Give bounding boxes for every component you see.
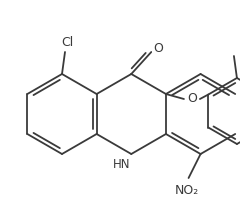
Text: O: O <box>187 93 197 106</box>
Text: Cl: Cl <box>61 36 73 48</box>
Text: HN: HN <box>113 158 130 171</box>
Text: NO₂: NO₂ <box>174 185 199 198</box>
Text: O: O <box>153 42 163 55</box>
